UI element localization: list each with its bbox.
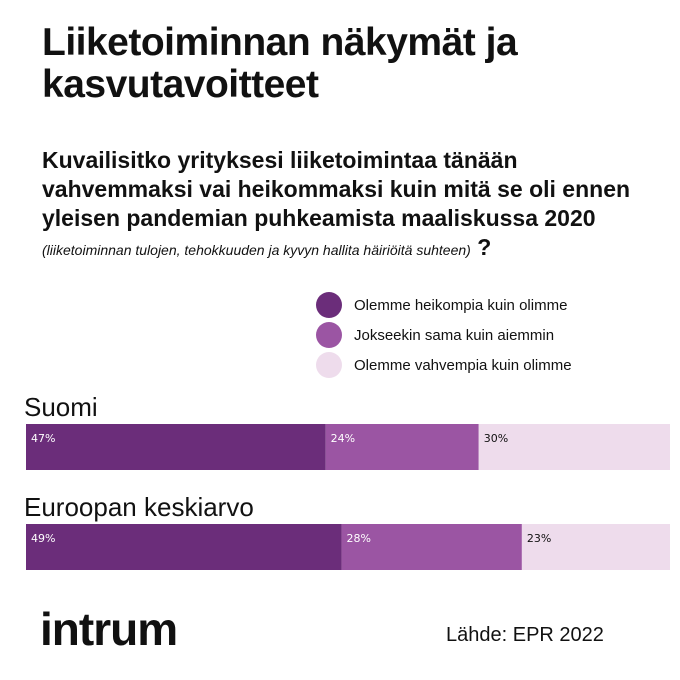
category-label-suomi: Suomi (24, 392, 98, 422)
legend-label-same: Jokseekin sama kuin aiemmin (354, 326, 555, 344)
data-label-europe-weaker: 49% (31, 532, 55, 545)
legend-item-stronger: Olemme vahvempia kuin olimme (316, 350, 666, 380)
category-label-europe: Euroopan keskiarvo (24, 492, 254, 522)
intrum-logo: intrum (40, 603, 178, 655)
legend-item-weaker: Olemme heikompia kuin olimme (316, 290, 666, 320)
legend-swatch-weaker (316, 292, 342, 318)
chart-legend: Olemme heikompia kuin olimme Jokseekin s… (316, 290, 666, 380)
data-label-suomi-weaker: 47% (31, 432, 55, 445)
question-mark: ? (477, 234, 492, 260)
legend-label-stronger: Olemme vahvempia kuin olimme (354, 356, 572, 374)
bar-suomi-stronger (478, 424, 670, 470)
bar-europe-weaker (26, 524, 342, 570)
legend-swatch-stronger (316, 352, 342, 378)
bar-europe-stronger (521, 524, 670, 570)
legend-item-same: Jokseekin sama kuin aiemmin (316, 320, 666, 350)
legend-label-weaker: Olemme heikompia kuin olimme (354, 296, 568, 314)
question-text: Kuvailisitko yrityksesi liiketoimintaa t… (42, 147, 631, 231)
bar-suomi-same (325, 424, 479, 470)
chart-title: Liiketoiminnan näkymät ja kasvutavoittee… (42, 21, 518, 106)
data-label-europe-stronger: 23% (527, 532, 551, 545)
data-label-europe-same: 28% (347, 532, 371, 545)
survey-question: Kuvailisitko yrityksesi liiketoimintaa t… (42, 146, 662, 262)
bar-europe-same (341, 524, 522, 570)
data-label-suomi-same: 24% (331, 432, 355, 445)
question-note: (liiketoiminnan tulojen, tehokkuuden ja … (42, 242, 471, 258)
source-note: Lähde: EPR 2022 (446, 624, 604, 646)
data-label-suomi-stronger: 30% (484, 432, 508, 445)
legend-swatch-same (316, 322, 342, 348)
bar-suomi-weaker (26, 424, 326, 470)
